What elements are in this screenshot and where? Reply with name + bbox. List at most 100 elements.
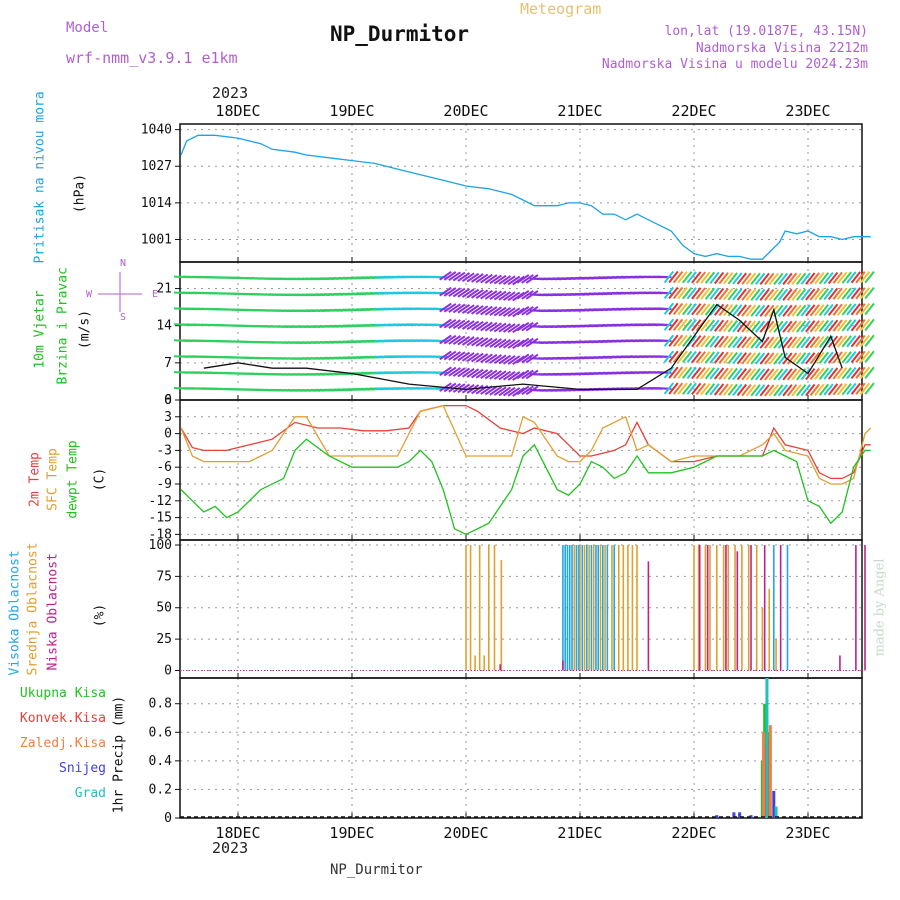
wind-barb: [502, 307, 516, 317]
wind-barb: [750, 320, 761, 333]
wind-barb: [732, 351, 743, 365]
wind-barb: [777, 288, 789, 301]
wind-barb: [750, 304, 761, 317]
wind-barb: [764, 368, 775, 381]
wind-barb: [521, 321, 534, 332]
wind-barb: [516, 274, 530, 284]
wind-barb: [837, 287, 848, 300]
wind-barb: [837, 303, 848, 316]
wind-barb: [864, 334, 875, 347]
wind-barb: [755, 352, 766, 365]
series-line: [180, 134, 871, 260]
wind-barb: [480, 273, 493, 284]
y-tick-label: 100: [149, 538, 172, 553]
x-tick-label-top: 21DEC: [557, 102, 602, 120]
wind-barb: [682, 366, 693, 379]
wind-barb: [663, 366, 675, 379]
wind-barb: [480, 289, 493, 300]
wind-barb: [521, 353, 534, 364]
wind-barb: [452, 383, 466, 393]
x-tick-label-bottom: 18DEC: [215, 824, 260, 842]
wind-barb: [859, 334, 871, 348]
wind-barb: [471, 336, 484, 347]
wind-barb: [457, 335, 471, 346]
wind-barb: [498, 354, 512, 365]
wind-barb: [823, 271, 834, 285]
wind-barb: [672, 334, 684, 347]
y-tick-label: 0: [164, 393, 172, 408]
wind-barb: [855, 271, 866, 284]
wind-barb: [521, 305, 534, 316]
wind-barb: [764, 304, 775, 317]
wind-barb: [768, 288, 779, 301]
wind-barb: [818, 367, 830, 380]
y-tick-label: -18: [149, 527, 172, 542]
wind-barb: [448, 335, 461, 345]
wind-barb: [723, 351, 734, 364]
y-tick-label: 0.8: [149, 697, 172, 712]
wind-barb: [512, 307, 525, 318]
wind-barb: [818, 319, 830, 333]
wind-barb: [672, 382, 684, 395]
wind-barb: [805, 304, 816, 317]
wind-barb: [457, 383, 471, 394]
wind-barb: [727, 319, 738, 333]
wind-barb: [805, 288, 816, 301]
wind-barb: [433, 323, 448, 327]
y-tick-label: -15: [149, 511, 172, 526]
compass-west: W: [85, 289, 92, 300]
wind-barb: [452, 271, 466, 282]
y-tick-label: -6: [156, 460, 172, 475]
wind-barb: [480, 337, 493, 348]
wind-barb: [516, 353, 530, 364]
wind-barb: [475, 369, 489, 379]
wind-barb: [782, 384, 793, 397]
wind-barb: [713, 367, 725, 380]
wind-barb: [695, 366, 706, 380]
y-tick-label: 1040: [141, 123, 172, 138]
wind-barb: [443, 303, 457, 313]
wind-barb: [736, 352, 747, 365]
wind-barb: [507, 355, 521, 365]
wind-barb: [809, 351, 820, 365]
wind-barb: [841, 287, 852, 300]
wind-barb: [489, 386, 502, 396]
wind-barb: [457, 272, 471, 282]
wind-barb: [507, 323, 521, 333]
wind-barb: [736, 304, 747, 317]
wind-barb: [677, 334, 688, 347]
wind-barb: [855, 382, 866, 395]
wind-barb: [727, 351, 738, 365]
wind-barb: [827, 351, 839, 364]
y-tick-label: -9: [156, 477, 172, 492]
wind-barb: [727, 335, 738, 349]
wind-barb: [850, 303, 861, 316]
wind-barb: [764, 352, 775, 365]
wind-barb: [493, 322, 507, 333]
wind-barb: [489, 322, 502, 332]
wind-barb: [782, 320, 793, 333]
wind-barb: [475, 321, 489, 331]
wind-barb: [832, 303, 843, 316]
wind-barb: [709, 383, 720, 396]
wind-barb: [672, 366, 684, 379]
wind-barb: [516, 337, 530, 348]
wind-barbs: [173, 270, 875, 397]
wind-barb: [805, 320, 816, 333]
wind-barb: [764, 288, 775, 301]
wind-barb: [663, 270, 675, 284]
wind-barb: [768, 272, 779, 286]
wind-barb: [827, 287, 839, 301]
wind-barb: [700, 319, 711, 332]
wind-barb: [814, 319, 825, 333]
wind-barb: [768, 352, 779, 365]
wind-barb: [796, 304, 807, 317]
wind-barb: [777, 304, 789, 317]
wind-barb: [727, 367, 738, 381]
wind-barb: [832, 335, 843, 348]
wind-barb: [502, 275, 516, 285]
wind-barb: [809, 304, 820, 317]
wind-barb: [433, 307, 448, 311]
wind-barb: [823, 287, 834, 301]
wind-barb: [512, 275, 525, 286]
